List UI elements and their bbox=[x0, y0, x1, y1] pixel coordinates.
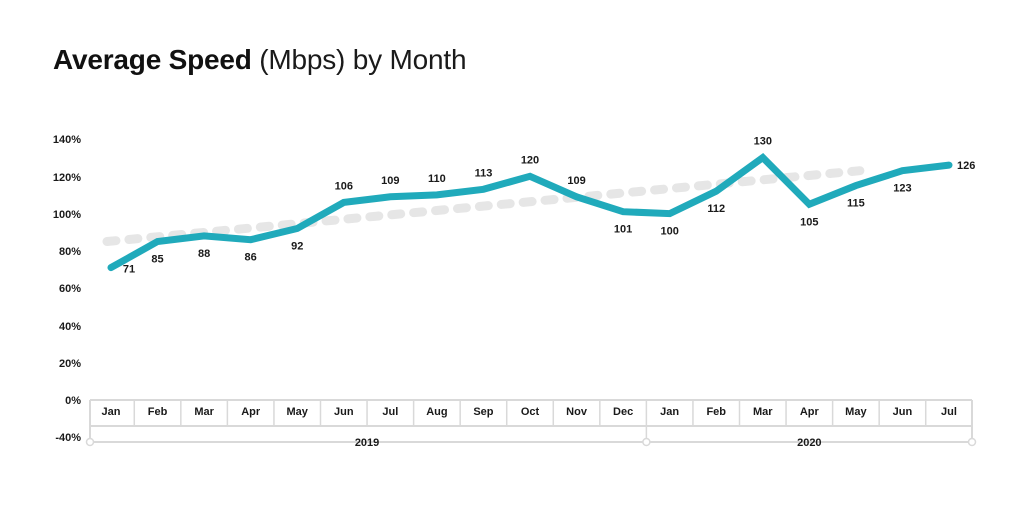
x-tick-label: Jan bbox=[102, 406, 121, 418]
x-tick-label: Dec bbox=[613, 406, 633, 418]
y-tick-label: 80% bbox=[59, 246, 81, 258]
data-label: 126 bbox=[957, 160, 975, 172]
x-tick-label: Oct bbox=[521, 406, 540, 418]
year-label: 2020 bbox=[797, 437, 821, 449]
y-tick-label: 60% bbox=[59, 283, 81, 295]
x-tick-label: Apr bbox=[800, 406, 820, 418]
x-tick-label: Sep bbox=[473, 406, 493, 418]
x-tick-label: Jul bbox=[382, 406, 398, 418]
data-label: 71 bbox=[123, 264, 135, 276]
x-tick-label: Aug bbox=[426, 406, 447, 418]
x-tick-label: Jun bbox=[893, 406, 913, 418]
trend-line bbox=[102, 166, 865, 247]
y-tick-label: -40% bbox=[55, 432, 81, 444]
x-tick-label: Jan bbox=[660, 406, 679, 418]
x-tick-label: May bbox=[845, 406, 867, 418]
data-label: 101 bbox=[614, 224, 632, 236]
data-label: 106 bbox=[335, 180, 353, 192]
data-label: 85 bbox=[151, 254, 163, 266]
data-label: 123 bbox=[893, 183, 911, 195]
data-label: 110 bbox=[428, 173, 446, 185]
chart-title: Average Speed (Mbps) by Month bbox=[53, 44, 467, 76]
data-label: 120 bbox=[521, 154, 539, 166]
x-tick-label: Feb bbox=[706, 406, 726, 418]
y-tick-label: 40% bbox=[59, 321, 81, 333]
y-tick-label: 0% bbox=[65, 395, 81, 407]
data-label: 113 bbox=[475, 167, 493, 179]
y-tick-label: 100% bbox=[53, 209, 81, 221]
x-tick-label: Mar bbox=[753, 406, 773, 418]
data-label: 109 bbox=[381, 175, 399, 187]
x-tick-label: May bbox=[287, 406, 309, 418]
chart-title-rest: (Mbps) by Month bbox=[251, 44, 467, 75]
data-label: 88 bbox=[198, 248, 210, 260]
chart-title-bold: Average Speed bbox=[53, 44, 252, 75]
year-axis-node bbox=[642, 437, 651, 447]
series-line bbox=[107, 153, 953, 272]
data-label: 92 bbox=[291, 240, 303, 252]
x-tick-label: Jul bbox=[941, 406, 957, 418]
data-label: 100 bbox=[660, 226, 678, 238]
data-label: 109 bbox=[567, 175, 585, 187]
data-label: 86 bbox=[245, 252, 257, 264]
year-axis-node bbox=[967, 437, 977, 447]
year-label: 2019 bbox=[355, 437, 379, 449]
y-tick-label: 140% bbox=[53, 134, 81, 146]
data-label: 115 bbox=[847, 198, 865, 210]
x-tick-label: Mar bbox=[194, 406, 214, 418]
x-tick-label: Apr bbox=[241, 406, 261, 418]
y-tick-label: 120% bbox=[53, 172, 81, 184]
year-axis-node bbox=[85, 437, 95, 447]
x-tick-label: Feb bbox=[148, 406, 168, 418]
x-tick-label: Jun bbox=[334, 406, 354, 418]
x-tick-label: Nov bbox=[566, 406, 588, 418]
y-tick-label: 20% bbox=[59, 358, 81, 370]
data-label: 130 bbox=[754, 136, 772, 148]
data-label: 105 bbox=[800, 216, 818, 228]
data-label: 112 bbox=[707, 203, 725, 215]
